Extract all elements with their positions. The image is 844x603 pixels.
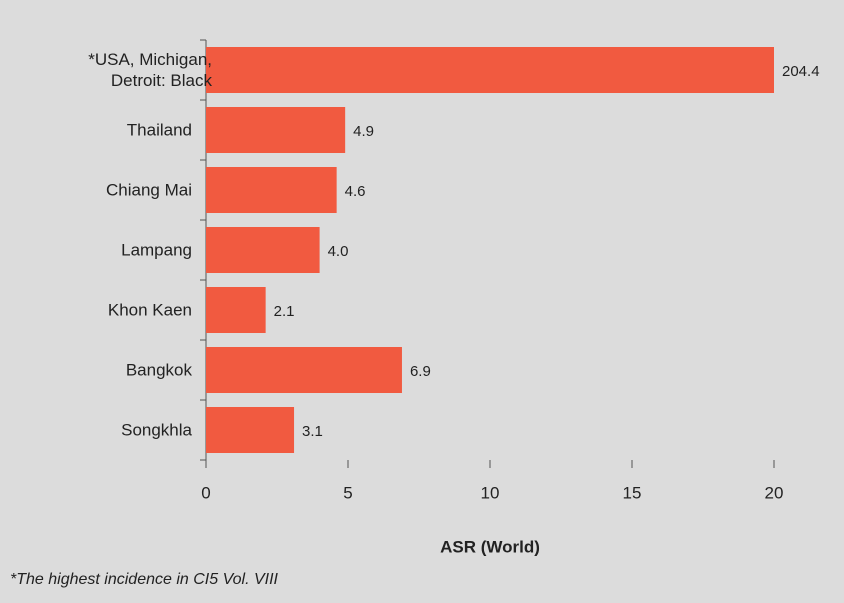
bar — [206, 407, 295, 453]
x-tick-label: 10 — [481, 483, 500, 502]
x-tick-label: 20 — [765, 483, 784, 502]
y-tick-label: Lampang — [121, 240, 192, 260]
y-tick-label: Chiang Mai — [106, 180, 192, 200]
x-tick-label: 5 — [343, 483, 352, 502]
x-axis-title: ASR (World) — [440, 537, 540, 556]
bar — [206, 107, 346, 153]
bar — [206, 287, 266, 333]
y-tick-label: Thailand — [126, 120, 192, 140]
value-label: 4.9 — [353, 123, 374, 140]
value-label: 2.1 — [274, 303, 295, 320]
bar — [206, 47, 774, 93]
value-label: 4.0 — [328, 243, 349, 260]
y-tick-label: Khon Kaen — [107, 300, 192, 320]
y-tick-label: Bangkok — [125, 360, 192, 380]
footnote: *The highest incidence in CI5 Vol. VIII — [10, 571, 279, 588]
value-label: 6.9 — [410, 363, 431, 380]
value-label: 3.1 — [302, 423, 323, 440]
x-tick-label: 0 — [201, 483, 210, 502]
value-label: 4.6 — [345, 183, 366, 200]
y-tick-label: *USA, Michigan, Detroit: Black — [88, 50, 212, 90]
plot-area — [206, 47, 774, 453]
bar — [206, 227, 320, 273]
bar — [206, 167, 337, 213]
value-label: 204.4 — [782, 63, 820, 80]
bar — [206, 347, 402, 393]
x-tick-label: 15 — [623, 483, 642, 502]
y-tick-label: Songkhla — [121, 420, 192, 440]
